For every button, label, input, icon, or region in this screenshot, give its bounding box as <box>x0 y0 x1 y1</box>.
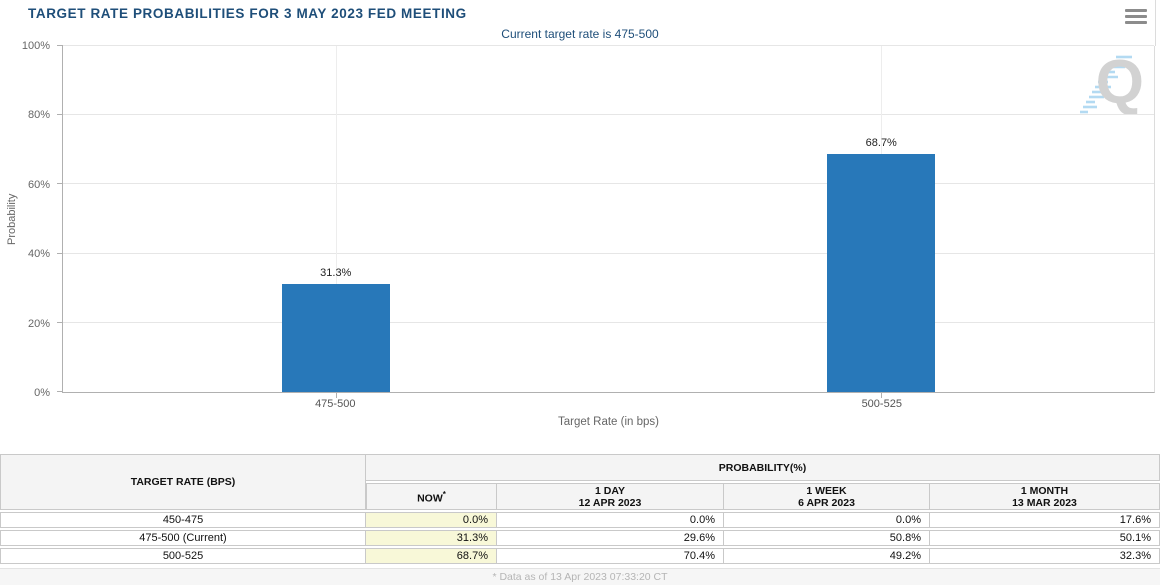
col-header-now: NOW* <box>366 483 497 510</box>
probability-cell: 17.6% <box>930 512 1160 528</box>
probability-cell: 70.4% <box>497 548 724 564</box>
y-tick-label: 20% <box>27 317 50 330</box>
y-tick-mark <box>57 391 63 392</box>
target-rate-cell: 450-475 <box>0 512 366 528</box>
hamburger-bar <box>1125 15 1147 18</box>
gridline <box>335 46 337 392</box>
x-tick-label: 500-525 <box>861 398 902 410</box>
page-title: TARGET RATE PROBABILITIES FOR 3 MAY 2023… <box>28 6 467 21</box>
table-row: 450-475 0.0% 0.0% 0.0% 17.6% <box>0 512 1160 528</box>
bar-value-label: 31.3% <box>320 266 352 279</box>
x-tick-mark <box>881 392 883 398</box>
col-header-probability: PROBABILITY(%) <box>366 454 1160 481</box>
probability-table: TARGET RATE (BPS) PROBABILITY(%) NOW* 1 … <box>0 452 1160 566</box>
x-tick-label: 475-500 <box>315 398 356 410</box>
col-header-1day: 1 DAY 12 APR 2023 <box>497 483 724 510</box>
probability-cell: 68.7% <box>366 548 497 564</box>
hamburger-bar <box>1125 21 1147 24</box>
table-row: 475-500 (Current) 31.3% 29.6% 50.8% 50.1% <box>0 530 1160 546</box>
y-tick-mark <box>57 45 63 46</box>
y-tick-mark <box>57 114 63 116</box>
probability-cell: 50.8% <box>724 530 930 546</box>
watermark-dashes-icon <box>1080 55 1132 114</box>
x-axis-label: Target Rate (in bps) <box>558 416 659 428</box>
y-tick-label: 40% <box>27 248 50 261</box>
probability-cell: 32.3% <box>930 548 1160 564</box>
chart-right-rule <box>1155 0 1156 46</box>
y-tick-mark <box>57 321 63 323</box>
probability-cell: 0.0% <box>724 512 930 528</box>
col-header-1week-date: 6 APR 2023 <box>798 496 855 509</box>
asterisk-note-marker: * <box>442 489 446 499</box>
col-header-1day-label: 1 DAY <box>595 484 625 497</box>
col-header-1month: 1 MONTH 13 MAR 2023 <box>930 483 1160 510</box>
y-tick-label: 0% <box>34 387 50 399</box>
col-header-1day-date: 12 APR 2023 <box>578 496 642 509</box>
table-body: 450-475 0.0% 0.0% 0.0% 17.6% 475-500 (Current… <box>0 512 1160 564</box>
probability-cell: 0.0% <box>366 512 497 528</box>
probability-cell: 31.3% <box>366 530 497 546</box>
col-header-1week-label: 1 WEEK <box>806 484 847 497</box>
probability-bar <box>827 154 936 392</box>
data-asof-note: * Data as of 13 Apr 2023 07:33:20 CT <box>492 571 668 583</box>
probability-cell: 50.1% <box>930 530 1160 546</box>
col-header-target-rate: TARGET RATE (BPS) <box>0 454 366 510</box>
gridline <box>63 114 1154 116</box>
probability-cell: 0.0% <box>497 512 724 528</box>
target-rate-cell: 475-500 (Current) <box>0 530 366 546</box>
x-tick-mark <box>335 392 337 398</box>
probability-cell: 29.6% <box>497 530 724 546</box>
hamburger-bar <box>1125 9 1147 12</box>
y-tick-mark <box>57 183 63 185</box>
col-header-1week: 1 WEEK 6 APR 2023 <box>724 483 930 510</box>
gridline <box>63 45 1154 46</box>
footer-bar: * Data as of 13 Apr 2023 07:33:20 CT <box>0 568 1160 585</box>
gridline <box>63 321 1154 323</box>
hamburger-menu-icon[interactable] <box>1125 9 1147 27</box>
gridline <box>63 252 1154 254</box>
quikstrike-watermark: Q <box>1074 52 1146 116</box>
plot-area: Q 31.3% 68.7% <box>57 45 1155 398</box>
watermark-q-letter: Q <box>1095 48 1144 117</box>
chart-subtitle: Current target rate is 475-500 <box>501 27 659 41</box>
y-tick-label: 100% <box>21 40 50 52</box>
y-tick-label: 80% <box>27 109 50 122</box>
y-tick-mark <box>57 252 63 254</box>
gridline <box>63 183 1154 185</box>
col-header-1month-date: 13 MAR 2023 <box>1012 496 1077 509</box>
target-rate-cell: 500-525 <box>0 548 366 564</box>
y-tick-label: 60% <box>27 178 50 191</box>
col-header-1month-label: 1 MONTH <box>1020 484 1069 497</box>
table-row: 500-525 68.7% 70.4% 49.2% 32.3% <box>0 548 1160 564</box>
col-header-now-label: NOW <box>417 492 443 505</box>
probability-cell: 49.2% <box>724 548 930 564</box>
y-axis-ticks: 0% 20% 40% 60% 80% 100% <box>0 40 56 399</box>
x-axis-ticks: 475-500 500-525 <box>62 398 1155 412</box>
probability-bar <box>281 283 390 392</box>
bar-value-label: 68.7% <box>865 137 897 150</box>
